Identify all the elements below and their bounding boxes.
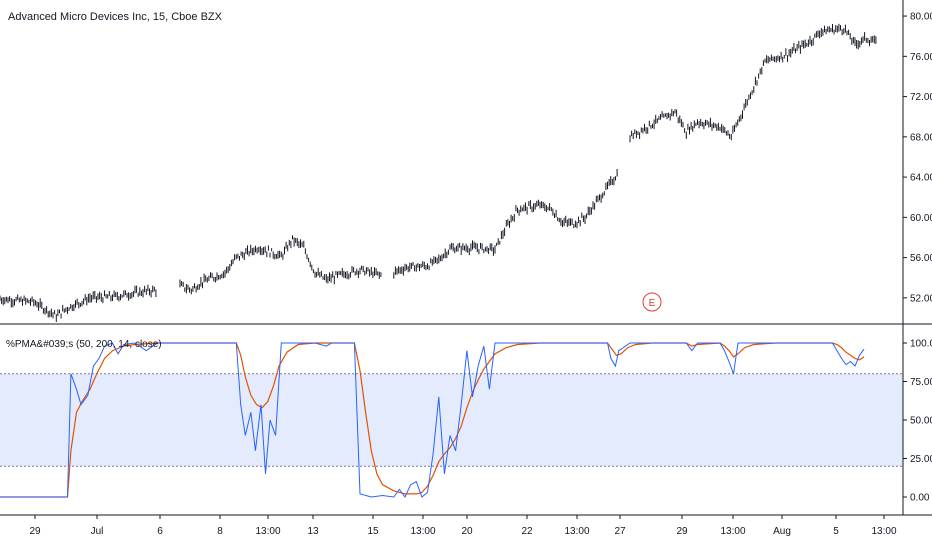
price-tick-label: 72.00 bbox=[910, 92, 932, 103]
price-tick-label: 52.00 bbox=[910, 293, 932, 304]
price-tick-label: 60.00 bbox=[910, 213, 932, 224]
price-tick-label: 64.00 bbox=[910, 173, 932, 184]
time-tick-label: 8 bbox=[217, 526, 223, 537]
time-tick-label: Jul bbox=[91, 526, 104, 537]
time-tick-label: 13:00 bbox=[255, 526, 280, 537]
indicator-scale-ticks: 0.00 25.00 50.00 75.00 100.00 bbox=[903, 339, 932, 504]
time-tick-label: 6 bbox=[157, 526, 163, 537]
price-scale-ticks: 52.00 56.00 60.00 64.00 68.00 72.00 76.00 80.00 bbox=[903, 12, 932, 304]
earnings-circle-icon[interactable] bbox=[642, 292, 662, 312]
price-bars bbox=[0, 23, 877, 322]
time-tick-label: 20 bbox=[461, 526, 473, 537]
indicator-tick-label: 25.00 bbox=[910, 454, 932, 465]
indicator-tick-label: 50.00 bbox=[910, 416, 932, 427]
indicator-tick-label: 100.00 bbox=[910, 339, 932, 350]
indicator-band bbox=[0, 373, 903, 467]
earnings-marker[interactable]: E bbox=[642, 292, 662, 312]
price-pane[interactable]: Advanced Micro Devices Inc, 15, Cboe BZX… bbox=[0, 11, 877, 322]
time-tick-label: 27 bbox=[614, 526, 626, 537]
time-tick-label: 13:00 bbox=[410, 526, 435, 537]
time-tick-label: 13:00 bbox=[564, 526, 589, 537]
time-axis[interactable]: 29 Jul 6 8 13:00 13 15 13:00 20 22 13:00 27 29 13:00 A… bbox=[0, 514, 932, 537]
right-price-scale[interactable]: 52.00 56.00 60.00 64.00 68.00 72.00 76.00 80.00… bbox=[902, 0, 932, 515]
time-tick-label: 13:00 bbox=[871, 526, 896, 537]
price-tick-label: 68.00 bbox=[910, 132, 932, 143]
price-tick-label: 80.00 bbox=[910, 12, 932, 23]
price-tick-label: 76.00 bbox=[910, 52, 932, 63]
indicator-pane[interactable]: %PMA&#039;s (50, 200, 14, close) bbox=[0, 339, 903, 498]
time-axis-ticks: 29 Jul 6 8 13:00 13 15 13:00 20 22 13:00 27 29 13:00 A… bbox=[29, 515, 897, 537]
time-tick-label: 5 bbox=[833, 526, 839, 537]
time-tick-label: 29 bbox=[29, 526, 41, 537]
time-tick-label: Aug bbox=[773, 526, 791, 537]
indicator-label: %PMA&#039;s (50, 200, 14, close) bbox=[6, 339, 162, 350]
indicator-fast-line bbox=[0, 342, 865, 498]
indicator-tick-label: 0.00 bbox=[910, 493, 930, 504]
price-tick-label: 56.00 bbox=[910, 253, 932, 264]
time-tick-label: 13:00 bbox=[720, 526, 745, 537]
time-tick-label: 29 bbox=[676, 526, 688, 537]
indicator-tick-label: 75.00 bbox=[910, 377, 932, 388]
time-tick-label: 22 bbox=[521, 526, 533, 537]
chart-title: Advanced Micro Devices Inc, 15, Cboe BZX bbox=[8, 11, 223, 23]
earnings-label: E bbox=[649, 298, 656, 309]
time-tick-label: 15 bbox=[367, 526, 379, 537]
time-tick-label: 13 bbox=[307, 526, 319, 537]
